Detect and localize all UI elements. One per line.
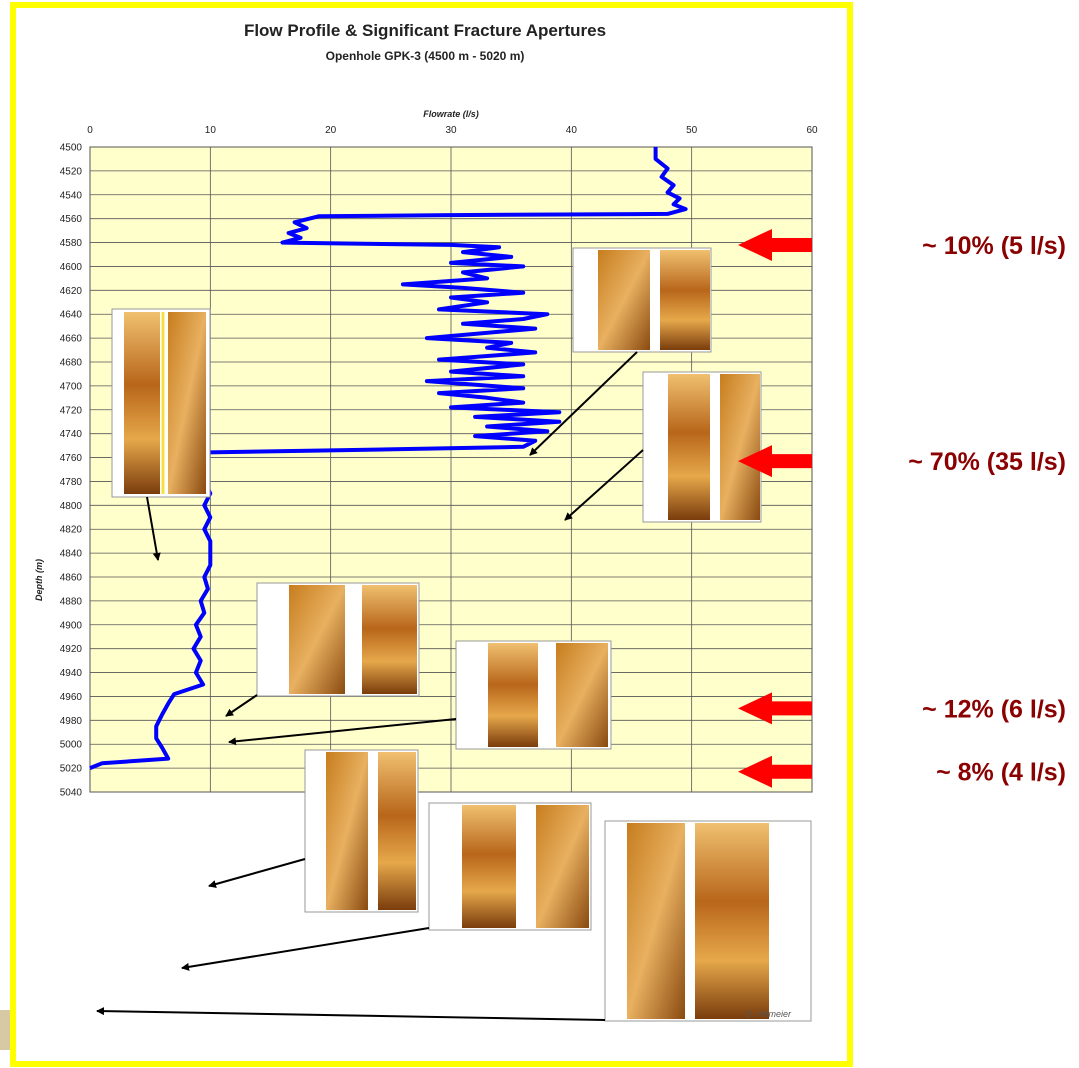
y-tick-label: 4500: [60, 143, 83, 154]
x-tick-label: 20: [325, 125, 337, 136]
y-tick-label: 4540: [60, 190, 83, 201]
x-tick-label: 30: [445, 125, 457, 136]
flow-annotation: ~ 12% (6 l/s): [738, 692, 1066, 725]
x-tick-labels: 0 10 20 30 40 50 60: [87, 125, 818, 136]
pointer-arrows: [96, 351, 644, 1021]
y-tick-label: 5020: [60, 764, 83, 775]
annotation-label: ~ 12% (6 l/s): [922, 695, 1066, 723]
pointer-arrow: [208, 858, 306, 888]
pointer-arrow: [228, 718, 457, 746]
annotation-label: ~ 70% (35 l/s): [908, 448, 1066, 476]
annotation-label: ~ 8% (4 l/s): [936, 759, 1066, 787]
y-tick-label: 4800: [60, 501, 83, 512]
image-log-inset-8: [604, 820, 812, 1022]
pointer-arrow: [529, 351, 638, 456]
y-tick-label: 4980: [60, 716, 83, 727]
y-tick-label: 4760: [60, 453, 83, 464]
y-tick-label: 4560: [60, 214, 83, 225]
y-tick-label: 4860: [60, 573, 83, 584]
y-tick-label: 4920: [60, 644, 83, 655]
y-tick-label: 4580: [60, 238, 83, 249]
y-tick-label: 4660: [60, 334, 83, 345]
y-tick-label: 4880: [60, 596, 83, 607]
y-tick-label: 4940: [60, 668, 83, 679]
y-tick-label: 4680: [60, 358, 83, 369]
x-axis-label: Flowrate (l/s): [423, 109, 479, 119]
pointer-arrow: [225, 694, 258, 717]
image-log-inset-3: [642, 371, 762, 523]
pointer-arrow: [146, 496, 161, 561]
flow-contribution-annotations: ~ 10% (5 l/s) ~ 70% (35 l/s) ~ 12% (6 l/s)…: [738, 228, 1066, 788]
flow-annotation: ~ 70% (35 l/s): [738, 445, 1066, 478]
image-log-inset-1: [111, 308, 211, 498]
image-log-inset-2: [572, 247, 712, 353]
x-tick-label: 10: [205, 125, 217, 136]
y-tick-labels: 4500 4520 4540 4560 4580 4600 4620 4640 4660 4680…: [60, 143, 83, 799]
y-axis-label: Depth (m): [34, 559, 44, 601]
y-tick-label: 4600: [60, 262, 83, 273]
y-tick-label: 5000: [60, 740, 83, 751]
y-tick-label: 4620: [60, 286, 83, 297]
y-tick-label: 4820: [60, 525, 83, 536]
x-tick-label: 50: [686, 125, 698, 136]
y-tick-label: 4740: [60, 429, 83, 440]
image-log-inset-6: [304, 749, 419, 913]
red-arrow-icon: [738, 692, 812, 725]
pointer-arrow: [96, 1007, 606, 1021]
y-tick-label: 4520: [60, 166, 83, 177]
x-tick-label: 0: [87, 125, 93, 136]
y-tick-label: 4960: [60, 692, 83, 703]
y-tick-label: 5040: [60, 788, 83, 799]
y-tick-label: 4700: [60, 381, 83, 392]
y-tick-label: 4900: [60, 620, 83, 631]
x-tick-label: 40: [566, 125, 578, 136]
image-log-inset-4: [256, 582, 420, 697]
flow-annotation: ~ 8% (4 l/s): [738, 755, 1066, 788]
red-arrow-icon: [738, 445, 812, 478]
red-arrow-icon: [738, 228, 812, 261]
flowrate-line: [89, 147, 688, 770]
pointer-arrow: [564, 449, 644, 521]
y-tick-label: 4720: [60, 405, 83, 416]
flowrate-series: [89, 147, 688, 770]
image-log-inset-5: [455, 640, 612, 750]
author-credit: G. Homeier: [745, 1009, 792, 1019]
y-tick-label: 4640: [60, 310, 83, 321]
chart-subtitle: Openhole GPK-3 (4500 m - 5020 m): [326, 49, 525, 63]
red-arrow-icon: [738, 755, 812, 788]
x-tick-label: 60: [806, 125, 818, 136]
pointer-arrow: [181, 927, 430, 971]
y-tick-label: 4780: [60, 477, 83, 488]
chart-title: Flow Profile & Significant Fracture Aper…: [244, 21, 606, 40]
annotation-label: ~ 10% (5 l/s): [922, 232, 1066, 260]
flow-annotation: ~ 10% (5 l/s): [738, 228, 1066, 261]
image-log-inset-7: [428, 802, 592, 931]
y-tick-label: 4840: [60, 549, 83, 560]
